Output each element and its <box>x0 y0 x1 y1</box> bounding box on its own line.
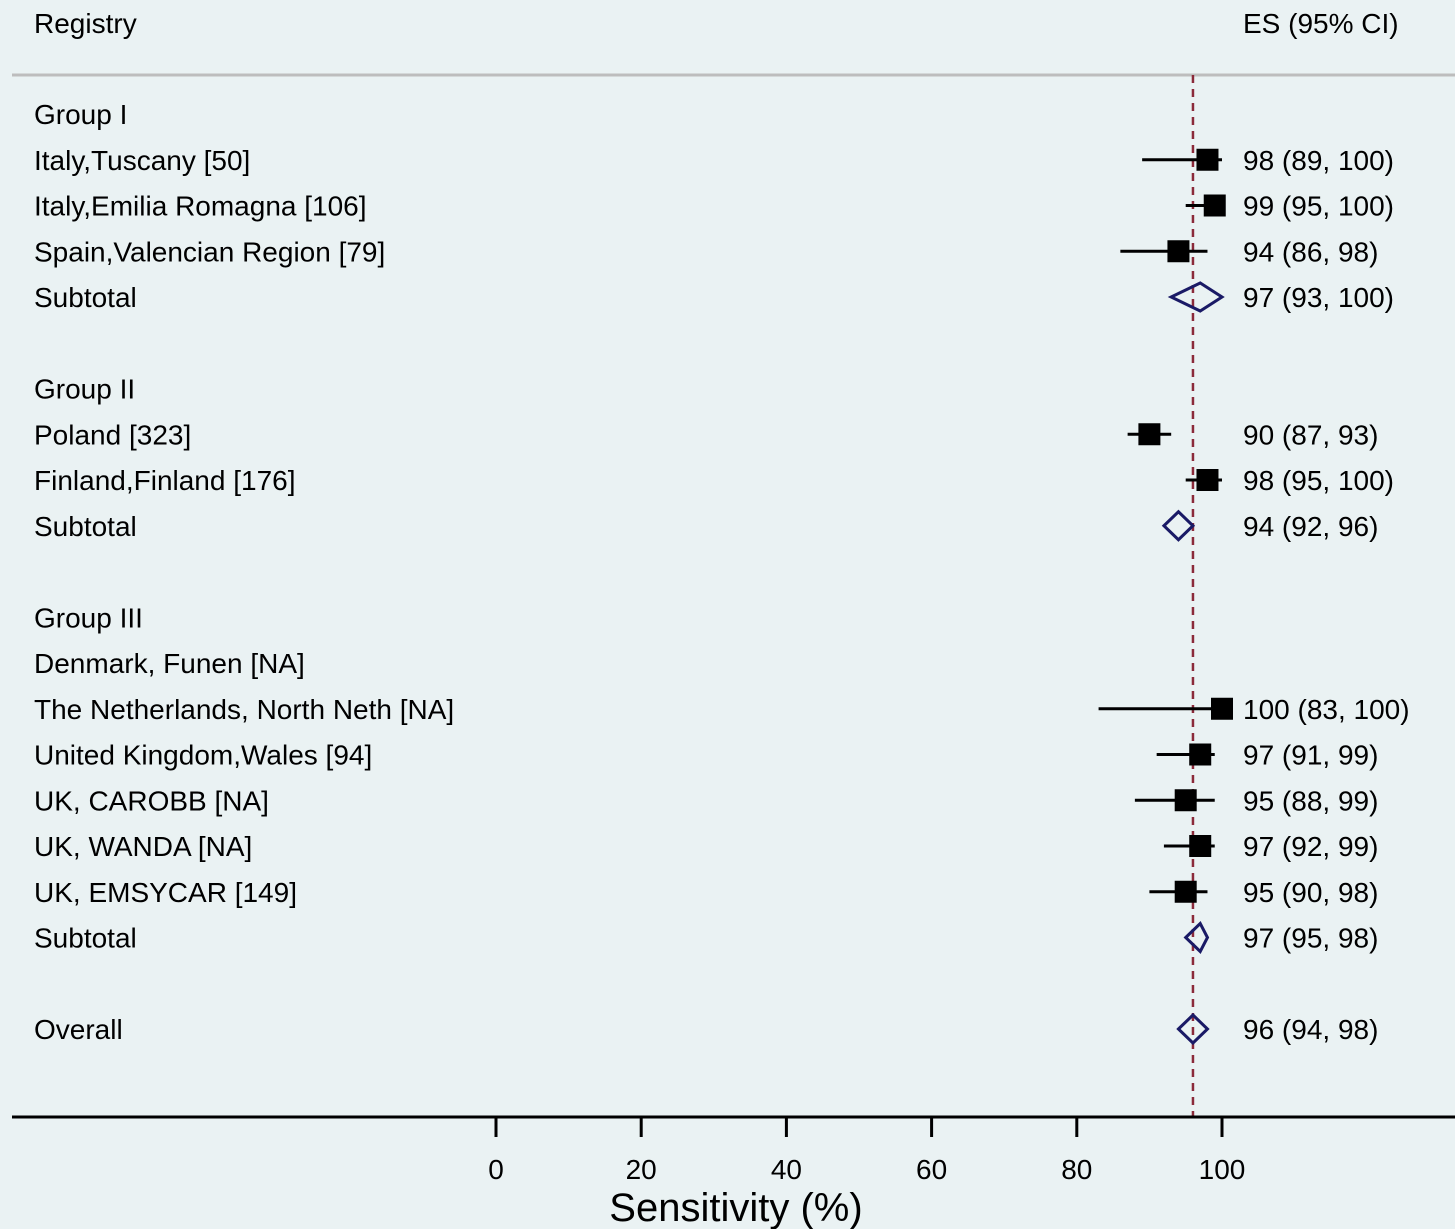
row-label: Finland,Finland [176] <box>34 465 296 496</box>
overall-diamond <box>1176 1012 1210 1046</box>
row-label: Poland [323] <box>34 419 191 450</box>
row-label: The Netherlands, North Neth [NA] <box>34 694 454 725</box>
estimate-ci-text: 94 (86, 98) <box>1243 236 1378 267</box>
group-label: Group II <box>34 374 135 405</box>
estimate-ci-text: 95 (90, 98) <box>1243 877 1378 908</box>
row-group: Group I <box>34 99 127 130</box>
row-study: Poland [323] 90 (87, 93) <box>34 419 1378 450</box>
estimate-ci-text: 96 (94, 98) <box>1243 1014 1378 1045</box>
estimate-ci-text: 94 (92, 96) <box>1243 511 1378 542</box>
row-label: Subtotal <box>34 511 137 542</box>
point-estimate-square <box>1203 194 1226 217</box>
estimate-ci-text: 97 (92, 99) <box>1243 831 1378 862</box>
estimate-ci-text: 99 (95, 100) <box>1243 191 1394 222</box>
x-tick-label: 60 <box>916 1154 947 1185</box>
row-study: United Kingdom,Wales [94] 97 (91, 99) <box>34 740 1378 771</box>
point-estimate-square <box>1174 880 1197 903</box>
row-subtotal: Subtotal 94 (92, 96) <box>34 509 1378 542</box>
row-label: Overall <box>34 1014 123 1045</box>
x-axis: 0 20 40 60 80 100 <box>12 1115 1455 1185</box>
point-estimate-square <box>1138 423 1161 446</box>
row-group: Group II <box>34 374 135 405</box>
row-study: Denmark, Funen [NA] <box>34 648 305 679</box>
row-label: UK, EMSYCAR [149] <box>34 877 297 908</box>
row-study: UK, EMSYCAR [149] 95 (90, 98) <box>34 877 1378 908</box>
row-study: UK, WANDA [NA] 97 (92, 99) <box>34 831 1378 862</box>
header-registry: Registry <box>34 8 137 39</box>
x-tick-label: 100 <box>1199 1154 1246 1185</box>
row-study: Italy,Tuscany [50] 98 (89, 100) <box>34 145 1394 176</box>
group-label: Group I <box>34 99 127 130</box>
estimate-ci-text: 97 (93, 100) <box>1243 282 1394 313</box>
row-study: The Netherlands, North Neth [NA] 100 (83,… <box>34 694 1410 725</box>
x-tick-label: 20 <box>626 1154 657 1185</box>
x-axis-title: Sensitivity (%) <box>609 1186 862 1229</box>
row-label: Subtotal <box>34 923 137 954</box>
estimate-ci-text: 90 (87, 93) <box>1243 419 1378 450</box>
subtotal-diamond <box>1183 921 1210 954</box>
row-overall: Overall 96 (94, 98) <box>34 1012 1378 1046</box>
point-estimate-square <box>1189 743 1212 766</box>
x-tick-label: 40 <box>771 1154 802 1185</box>
subtotal-diamond <box>1167 281 1225 313</box>
row-subtotal: Subtotal 97 (95, 98) <box>34 921 1378 954</box>
row-study: Spain,Valencian Region [79] 94 (86, 98) <box>34 236 1378 267</box>
row-label: Subtotal <box>34 282 137 313</box>
point-estimate-square <box>1167 240 1190 263</box>
estimate-ci-text: 98 (95, 100) <box>1243 465 1394 496</box>
row-subtotal: Subtotal 97 (93, 100) <box>34 281 1394 313</box>
row-group: Group III <box>34 602 143 633</box>
estimate-ci-text: 97 (91, 99) <box>1243 740 1378 771</box>
row-study: Finland,Finland [176] 98 (95, 100) <box>34 465 1394 496</box>
estimate-ci-text: 95 (88, 99) <box>1243 785 1378 816</box>
row-label: Italy,Tuscany [50] <box>34 145 250 176</box>
header-es-ci: ES (95% CI) <box>1243 8 1399 39</box>
subtotal-diamond <box>1161 509 1196 542</box>
point-estimate-square <box>1196 469 1219 491</box>
group-label: Group III <box>34 602 143 633</box>
row-study: UK, CAROBB [NA] 95 (88, 99) <box>34 785 1378 816</box>
estimate-ci-text: 100 (83, 100) <box>1243 694 1410 725</box>
row-label: UK, CAROBB [NA] <box>34 785 269 816</box>
point-estimate-square <box>1211 697 1233 720</box>
row-label: Denmark, Funen [NA] <box>34 648 305 679</box>
point-estimate-square <box>1174 789 1197 812</box>
point-estimate-square <box>1189 835 1212 857</box>
row-study: Italy,Emilia Romagna [106] 99 (95, 100) <box>34 191 1394 222</box>
x-tick-label: 80 <box>1061 1154 1092 1185</box>
row-label: United Kingdom,Wales [94] <box>34 740 372 771</box>
x-tick-label: 0 <box>488 1154 504 1185</box>
point-estimate-square <box>1196 148 1219 171</box>
estimate-ci-text: 97 (95, 98) <box>1243 923 1378 954</box>
estimate-ci-text: 98 (89, 100) <box>1243 145 1394 176</box>
row-label: UK, WANDA [NA] <box>34 831 252 862</box>
row-label: Italy,Emilia Romagna [106] <box>34 191 367 222</box>
row-label: Spain,Valencian Region [79] <box>34 236 385 267</box>
